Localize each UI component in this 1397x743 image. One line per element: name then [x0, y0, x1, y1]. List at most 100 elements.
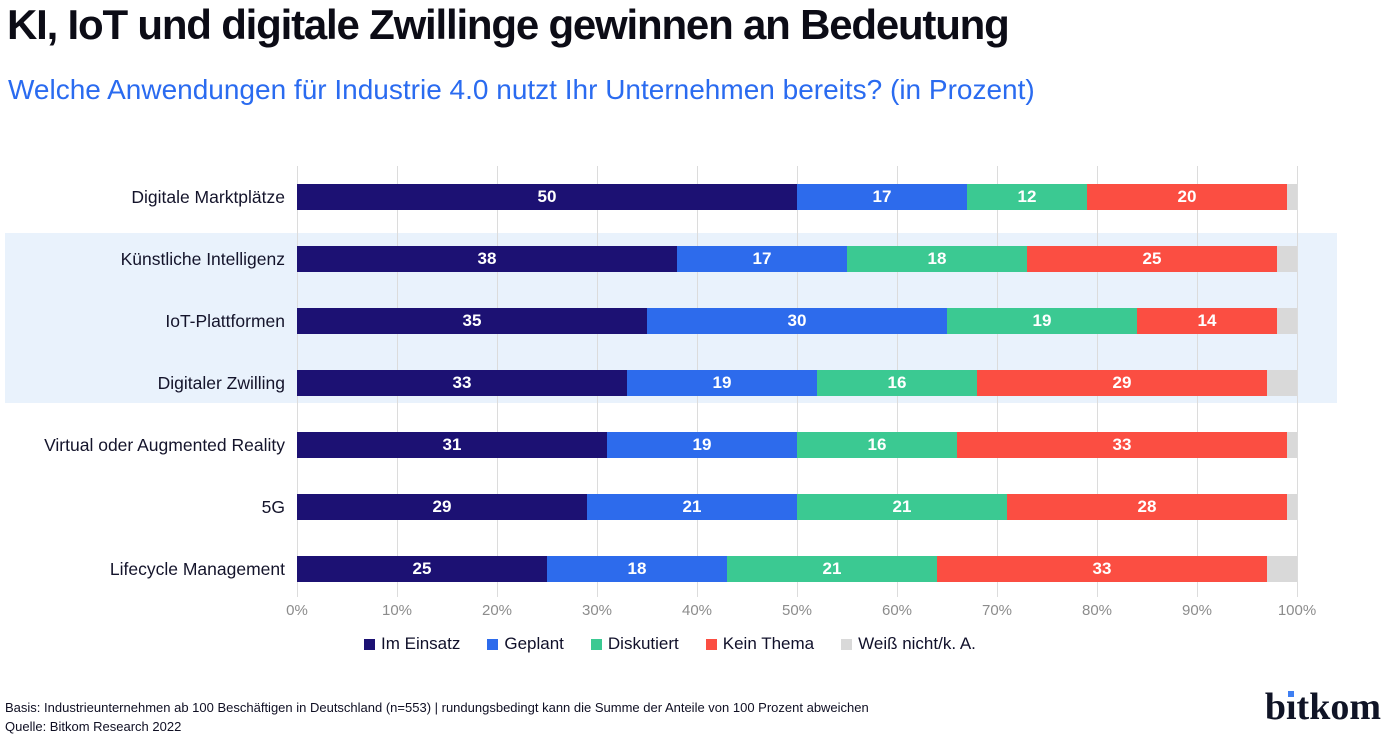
legend-swatch-icon — [487, 638, 499, 650]
chart-row: Digitale Marktplätze 50 17 12 20 — [0, 166, 1397, 228]
bar-value-label: 33 — [1092, 559, 1112, 578]
legend-item: Kein Thema — [705, 634, 815, 654]
bar-segment: 25 — [297, 556, 547, 582]
legend-item: Im Einsatz — [364, 634, 460, 654]
footer-source: Quelle: Bitkom Research 2022 — [5, 719, 182, 734]
bar-segment — [1287, 494, 1297, 520]
bar-segment: 38 — [297, 246, 677, 272]
legend-label: Diskutiert — [607, 634, 679, 653]
bar-segment: 31 — [297, 432, 607, 458]
legend-label: Weiß nicht/k. A. — [858, 634, 976, 653]
bar-value-label: 30 — [787, 311, 807, 330]
page-subtitle: Welche Anwendungen für Industrie 4.0 nut… — [8, 74, 1035, 105]
bar-segment: 16 — [797, 432, 957, 458]
bar-segment: 17 — [677, 246, 847, 272]
bar-value-label: 25 — [412, 559, 432, 578]
chart-row: 5G 29 21 21 28 — [0, 476, 1397, 538]
x-tick-label: 40% — [681, 602, 713, 619]
bar-value-label: 17 — [752, 249, 772, 268]
bar-segment: 29 — [977, 370, 1267, 396]
bar-value-label: 28 — [1137, 497, 1157, 516]
x-tick-label: 10% — [381, 602, 413, 619]
chart-row: Künstliche Intelligenz 38 17 18 25 — [0, 228, 1397, 290]
chart-rows: Digitale Marktplätze 50 17 12 20 Künstliche I… — [0, 166, 1397, 600]
chart-row: Digitaler Zwilling 33 19 16 29 — [0, 352, 1397, 414]
bar-value-label: 21 — [892, 497, 912, 516]
bar-segment: 21 — [587, 494, 797, 520]
legend-swatch-icon — [705, 638, 717, 650]
category-label: Digitaler Zwilling — [157, 372, 285, 393]
chart-legend: Im Einsatz Geplant Diskutiert Kein Thema Wei… — [364, 634, 976, 654]
bar-segment — [1287, 184, 1297, 210]
logo-text-before: b — [1264, 686, 1286, 728]
bar-segment: 21 — [727, 556, 937, 582]
bar-track: 33 19 16 29 — [297, 370, 1297, 396]
bar-segment: 33 — [297, 370, 627, 396]
footer: Basis: Industrieunternehmen ab 100 Besch… — [5, 698, 869, 736]
x-tick-label: 70% — [981, 602, 1013, 619]
bar-segment — [1267, 370, 1297, 396]
bar-value-label: 17 — [872, 187, 892, 206]
logo-letter-i: ı — [1285, 686, 1297, 728]
legend-label: Im Einsatz — [381, 634, 461, 653]
category-label: 5G — [261, 496, 285, 517]
x-tick-label: 80% — [1081, 602, 1113, 619]
bar-segment: 28 — [1007, 494, 1287, 520]
bar-segment: 19 — [947, 308, 1137, 334]
category-label: Lifecycle Management — [109, 558, 285, 579]
gridline — [1297, 166, 1298, 597]
bar-value-label: 14 — [1197, 311, 1217, 330]
legend-swatch-icon — [841, 638, 853, 650]
bar-segment: 16 — [817, 370, 977, 396]
bar-value-label: 16 — [867, 435, 887, 454]
x-axis-ticks: 0% 10% 20% 30% 40% 50% 60% 70% 80% 90% 100% — [286, 602, 1316, 622]
bar-segment: 33 — [937, 556, 1267, 582]
bar-value-label: 25 — [1142, 249, 1162, 268]
chart-row: IoT-Plattformen 35 30 19 14 — [0, 290, 1397, 352]
category-label: Virtual oder Augmented Reality — [44, 434, 285, 455]
bar-value-label: 19 — [692, 435, 712, 454]
bar-value-label: 33 — [1112, 435, 1132, 454]
bar-segment: 33 — [957, 432, 1287, 458]
bar-value-label: 21 — [682, 497, 702, 516]
x-tick-label: 100% — [1277, 602, 1317, 619]
bar-value-label: 16 — [887, 373, 907, 392]
legend-swatch-icon — [364, 638, 375, 650]
page-title: KI, IoT und digitale Zwillinge gewinnen … — [7, 1, 1010, 48]
bar-segment — [1267, 556, 1297, 582]
bar-segment: 29 — [297, 494, 587, 520]
legend-item: Diskutiert — [590, 634, 679, 654]
logo-i-dot-icon — [1287, 691, 1294, 697]
bar-value-label: 19 — [712, 373, 732, 392]
x-tick-label: 20% — [481, 602, 513, 619]
bar-value-label: 29 — [1112, 373, 1132, 392]
x-tick-label: 0% — [286, 602, 308, 619]
bar-segment: 14 — [1137, 308, 1277, 334]
legend-label: Geplant — [504, 634, 564, 653]
bar-segment: 20 — [1087, 184, 1287, 210]
footer-basis: Basis: Industrieunternehmen ab 100 Besch… — [5, 700, 869, 715]
bar-track: 31 19 16 33 — [297, 432, 1297, 458]
legend-item: Geplant — [487, 634, 564, 654]
bar-value-label: 35 — [462, 311, 482, 330]
bar-segment: 12 — [967, 184, 1087, 210]
bitkom-logo: bı tkom — [1265, 688, 1381, 726]
logo-text-after: tkom — [1296, 686, 1381, 728]
bar-track: 29 21 21 28 — [297, 494, 1297, 520]
bar-segment: 17 — [797, 184, 967, 210]
bar-segment: 18 — [847, 246, 1027, 272]
x-tick-label: 90% — [1181, 602, 1213, 619]
category-label: IoT-Plattformen — [165, 310, 285, 331]
bar-value-label: 18 — [927, 249, 947, 268]
legend-item: Weiß nicht/k. A. — [841, 634, 976, 654]
bar-track: 35 30 19 14 — [297, 308, 1297, 334]
bar-segment: 19 — [627, 370, 817, 396]
bar-segment: 19 — [607, 432, 797, 458]
legend-label: Kein Thema — [722, 634, 815, 653]
bar-segment: 35 — [297, 308, 647, 334]
bar-segment: 18 — [547, 556, 727, 582]
x-tick-label: 50% — [781, 602, 813, 619]
legend-swatch-icon — [590, 638, 602, 650]
chart-row: Lifecycle Management 25 18 21 33 — [0, 538, 1397, 600]
